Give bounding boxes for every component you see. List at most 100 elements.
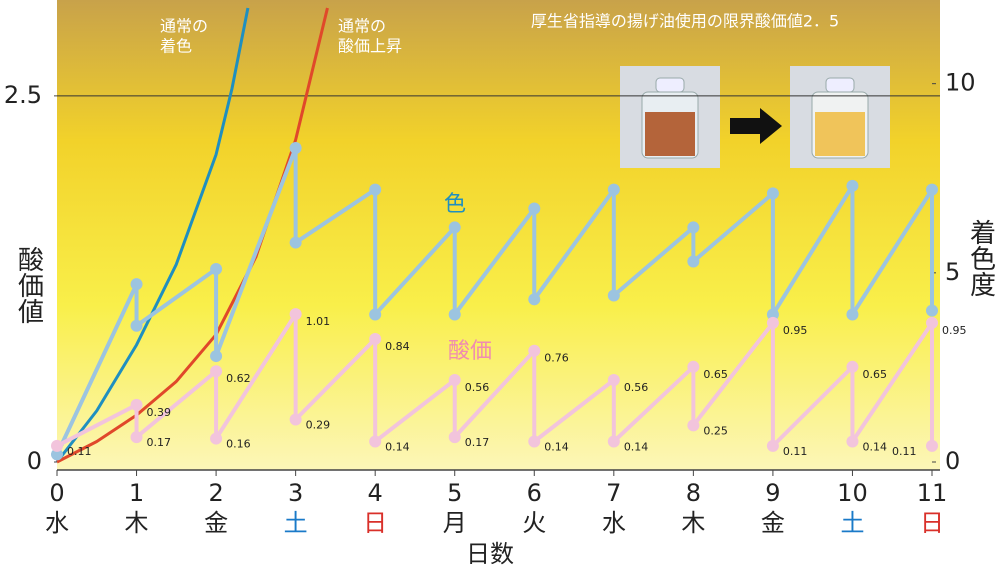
point bbox=[448, 308, 461, 321]
data-label: 0.14 bbox=[544, 440, 569, 453]
weekday-label: 金 bbox=[204, 509, 228, 537]
x-tick-label: 4 bbox=[368, 479, 383, 507]
data-label: 0.14 bbox=[624, 440, 649, 453]
point bbox=[687, 255, 700, 268]
point bbox=[51, 439, 63, 452]
data-label: 0.25 bbox=[703, 424, 728, 437]
data-label: 0.56 bbox=[624, 381, 649, 394]
data-label: 1.01 bbox=[306, 315, 331, 328]
data-label: 0.56 bbox=[465, 381, 490, 394]
data-label: 0.17 bbox=[147, 436, 172, 449]
y2-tick-label: 0 bbox=[945, 447, 960, 475]
point bbox=[926, 439, 938, 452]
point bbox=[926, 304, 938, 317]
point bbox=[51, 448, 63, 461]
data-label: 0.76 bbox=[544, 352, 569, 365]
weekday-label: 水 bbox=[602, 509, 626, 537]
data-label: 0.14 bbox=[385, 440, 410, 453]
data-label: 0.39 bbox=[147, 406, 172, 419]
weekday-label: 土 bbox=[284, 509, 308, 537]
x-tick-label: 7 bbox=[606, 479, 621, 507]
x-tick-label: 0 bbox=[49, 479, 64, 507]
point bbox=[210, 365, 223, 378]
x-tick-label: 5 bbox=[447, 479, 462, 507]
curve-label: 着色 bbox=[160, 37, 192, 56]
y2-axis-label: 着色度 bbox=[966, 219, 996, 297]
point bbox=[130, 431, 143, 444]
point bbox=[766, 187, 779, 200]
weekday-label: 火 bbox=[522, 509, 546, 537]
data-label: 0.14 bbox=[862, 440, 887, 453]
weekday-label: 水 bbox=[45, 509, 69, 537]
data-label: 0.95 bbox=[942, 324, 967, 337]
x-axis-label: 日数 bbox=[466, 540, 514, 568]
y-tick-label: 0 bbox=[27, 447, 42, 475]
x-tick-label: 10 bbox=[837, 479, 868, 507]
weekday-label: 木 bbox=[125, 509, 149, 537]
x-tick-label: 1 bbox=[129, 479, 144, 507]
weekday-label: 土 bbox=[840, 509, 864, 537]
data-label: 0.16 bbox=[226, 438, 251, 451]
point bbox=[607, 435, 620, 448]
point bbox=[130, 278, 143, 291]
jar-photos bbox=[620, 66, 890, 168]
x-tick-label: 8 bbox=[686, 479, 701, 507]
point bbox=[766, 439, 779, 452]
curve-label: 通常の bbox=[160, 17, 208, 36]
point bbox=[926, 316, 938, 329]
weekday-label: 木 bbox=[681, 509, 705, 537]
point bbox=[130, 398, 143, 411]
point bbox=[846, 435, 859, 448]
data-label: 0.11 bbox=[892, 445, 917, 458]
series-line bbox=[56, 7, 329, 464]
point bbox=[766, 316, 779, 329]
point bbox=[766, 308, 779, 321]
point bbox=[369, 435, 382, 448]
series-label: 酸価 bbox=[448, 339, 492, 364]
data-label: 0.17 bbox=[465, 436, 490, 449]
point bbox=[448, 221, 461, 234]
point bbox=[687, 221, 700, 234]
point bbox=[528, 435, 541, 448]
point bbox=[289, 141, 302, 154]
series-label: 色 bbox=[444, 192, 466, 217]
chart-title: 厚生省指導の揚げ油使用の限界酸価値2．5 bbox=[531, 12, 839, 31]
point bbox=[687, 360, 700, 373]
point bbox=[528, 293, 541, 306]
point bbox=[369, 308, 382, 321]
series-line bbox=[55, 7, 250, 463]
y2-tick-label: 10 bbox=[945, 69, 976, 97]
point bbox=[210, 263, 223, 276]
data-label: 0.65 bbox=[703, 368, 728, 381]
point bbox=[369, 332, 382, 345]
point bbox=[210, 432, 223, 445]
y-tick-label: 2.5 bbox=[4, 81, 42, 109]
point bbox=[289, 308, 302, 321]
point bbox=[846, 360, 859, 373]
point bbox=[846, 308, 859, 321]
point bbox=[289, 236, 302, 249]
point bbox=[687, 419, 700, 432]
point bbox=[528, 202, 541, 215]
point bbox=[926, 183, 938, 196]
point bbox=[607, 289, 620, 302]
point bbox=[448, 431, 461, 444]
point bbox=[369, 183, 382, 196]
y-axis-label: 酸価値 bbox=[14, 246, 44, 324]
point bbox=[607, 183, 620, 196]
point bbox=[210, 350, 223, 363]
point bbox=[130, 319, 143, 332]
weekday-label: 日 bbox=[363, 509, 387, 537]
weekday-label: 月 bbox=[443, 509, 467, 537]
point bbox=[607, 373, 620, 386]
point bbox=[289, 413, 302, 426]
point bbox=[846, 179, 859, 192]
data-label: 0.11 bbox=[67, 445, 92, 458]
data-label: 0.62 bbox=[226, 372, 251, 385]
curve-label: 酸価上昇 bbox=[338, 37, 402, 56]
data-label: 0.11 bbox=[783, 445, 808, 458]
y2-tick-label: 5 bbox=[945, 258, 960, 286]
x-tick-label: 11 bbox=[917, 479, 948, 507]
data-label: 0.29 bbox=[306, 419, 331, 432]
x-tick-label: 9 bbox=[765, 479, 780, 507]
